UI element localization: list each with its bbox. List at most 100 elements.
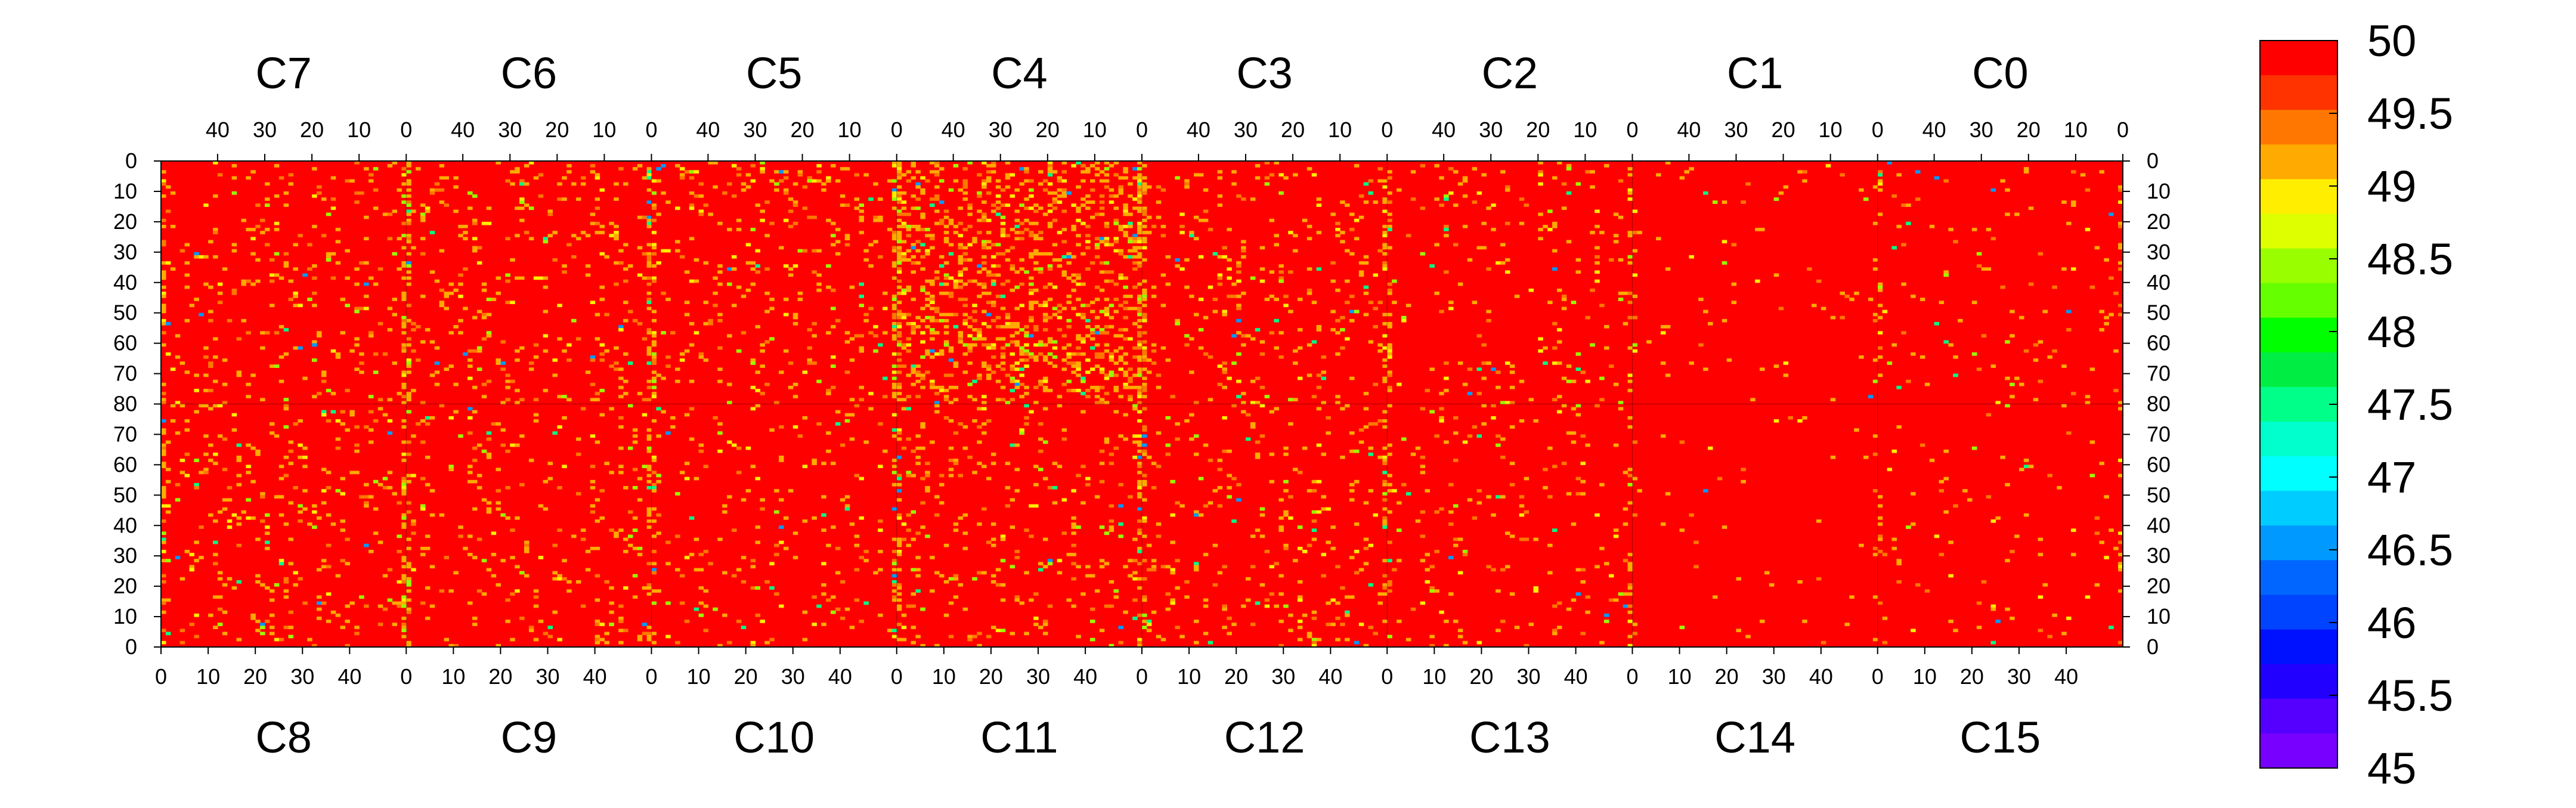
heatmap-cell xyxy=(1255,401,1261,405)
colorbar-label: 45 xyxy=(2367,744,2416,793)
heatmap-cell xyxy=(962,179,968,183)
heatmap-cell xyxy=(1919,355,1925,359)
heatmap-cell xyxy=(930,328,935,332)
heatmap-cell xyxy=(326,212,332,216)
heatmap-cell xyxy=(283,203,289,207)
heatmap-cell xyxy=(1014,224,1020,228)
heatmap-cell xyxy=(1255,164,1261,168)
heatmap-cell xyxy=(727,228,732,231)
heatmap-cell xyxy=(1764,571,1770,575)
heatmap-cell xyxy=(774,188,779,192)
heatmap-cell xyxy=(1090,337,1095,341)
heatmap-cell xyxy=(1042,252,1048,256)
heatmap-cell xyxy=(618,167,624,171)
heatmap-cell xyxy=(1071,525,1076,529)
heatmap-cell xyxy=(1113,373,1119,377)
heatmap-cell xyxy=(1448,167,1454,171)
heatmap-cell xyxy=(1047,337,1053,341)
heatmap-cell xyxy=(1024,270,1029,274)
heatmap-cell xyxy=(1316,385,1322,389)
heatmap-cell xyxy=(1024,331,1029,335)
heatmap-cell xyxy=(1340,456,1345,459)
heatmap-cell xyxy=(1566,492,1572,496)
heatmap-cell xyxy=(826,179,831,183)
heatmap-cell xyxy=(1142,349,1147,353)
top-tick-label: 40 xyxy=(1432,117,1456,142)
heatmap-cell xyxy=(1132,255,1138,259)
heatmap-cell xyxy=(651,571,657,575)
heatmap-cell xyxy=(524,574,530,578)
heatmap-cell xyxy=(1217,282,1223,286)
heatmap-cell xyxy=(2052,349,2057,353)
heatmap-cell xyxy=(1420,206,1426,210)
heatmap-cell xyxy=(2023,459,2029,462)
heatmap-cell xyxy=(943,282,949,286)
heatmap-cell xyxy=(1439,416,1444,420)
heatmap-cell xyxy=(1561,404,1567,408)
heatmap-cell xyxy=(241,318,246,323)
heatmap-cell xyxy=(642,252,648,256)
heatmap-cell xyxy=(906,170,912,174)
heatmap-cell xyxy=(1448,301,1454,304)
heatmap-cell xyxy=(1057,188,1063,192)
heatmap-cell xyxy=(1132,571,1138,575)
heatmap-cell xyxy=(500,361,506,365)
heatmap-cell xyxy=(278,559,284,562)
heatmap-cell xyxy=(345,249,350,253)
heatmap-cell xyxy=(863,312,869,317)
heatmap-cell xyxy=(1000,337,1006,341)
heatmap-cell xyxy=(1349,556,1355,559)
heatmap-cell xyxy=(651,385,657,389)
heatmap-cell xyxy=(859,334,864,338)
heatmap-cell xyxy=(382,574,388,578)
heatmap-cell xyxy=(812,462,817,465)
heatmap-cell xyxy=(1840,292,1845,295)
heatmap-cell xyxy=(911,298,916,301)
bottom-tick-label: 40 xyxy=(828,664,852,689)
heatmap-cell xyxy=(930,440,935,444)
heatmap-cell xyxy=(1915,583,1921,587)
heatmap-cell xyxy=(1057,264,1063,268)
heatmap-cell xyxy=(2071,528,2076,533)
heatmap-cell xyxy=(1722,318,1727,323)
heatmap-cell xyxy=(1137,224,1143,228)
heatmap-cell xyxy=(1000,234,1006,237)
heatmap-cell xyxy=(1632,343,1638,347)
heatmap-cell xyxy=(750,565,756,569)
heatmap-cell xyxy=(1000,355,1006,359)
heatmap-cell xyxy=(1363,643,1369,648)
top-tick-label: 30 xyxy=(989,117,1013,142)
heatmap-cell xyxy=(741,626,747,630)
heatmap-cell xyxy=(868,264,874,268)
heatmap-cell xyxy=(179,459,185,462)
heatmap-cell xyxy=(1627,586,1633,590)
heatmap-cell xyxy=(792,382,798,386)
heatmap-cell xyxy=(891,507,897,511)
heatmap-cell xyxy=(1099,559,1105,562)
heatmap-cell xyxy=(1457,634,1463,639)
heatmap-cell xyxy=(1047,164,1053,168)
heatmap-cell xyxy=(1566,167,1572,171)
heatmap-cell xyxy=(1363,562,1369,566)
heatmap-cell xyxy=(1504,361,1510,365)
heatmap-cell xyxy=(670,425,676,429)
heatmap-cell xyxy=(1104,376,1110,380)
heatmap-cell xyxy=(849,285,855,289)
heatmap-cell xyxy=(1071,273,1076,277)
heatmap-cell xyxy=(533,419,539,423)
heatmap-cell xyxy=(717,379,723,383)
left-tick-label: 30 xyxy=(113,240,137,264)
heatmap-cell xyxy=(859,304,864,308)
bottom-tick-label: 20 xyxy=(243,664,267,689)
heatmap-cell xyxy=(623,267,628,271)
heatmap-cell xyxy=(260,495,265,499)
heatmap-cell xyxy=(1047,170,1053,174)
heatmap-cell xyxy=(623,379,628,383)
heatmap-cell xyxy=(1722,200,1727,204)
heatmap-cell xyxy=(1010,376,1015,380)
heatmap-cell xyxy=(821,528,826,533)
heatmap-cell xyxy=(1500,243,1506,247)
heatmap-cell xyxy=(1052,285,1058,289)
heatmap-cell xyxy=(1000,559,1006,562)
heatmap-cell xyxy=(835,546,841,550)
